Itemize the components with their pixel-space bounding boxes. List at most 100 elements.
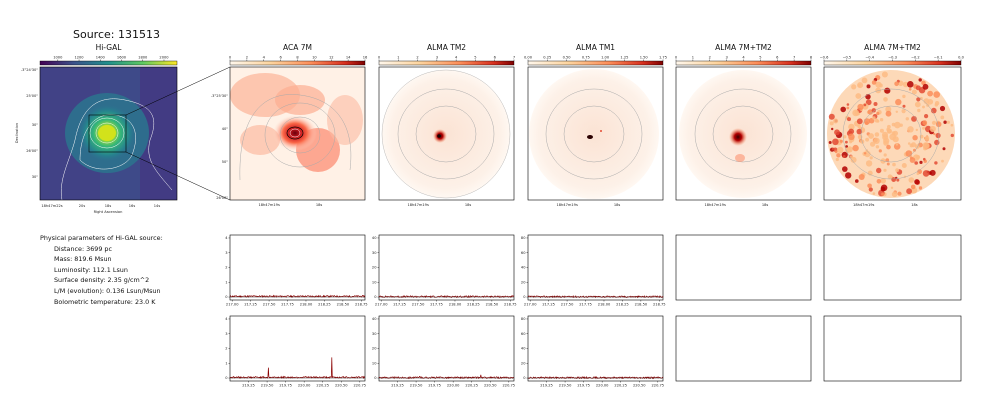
tm2-image (378, 66, 515, 201)
residual-noise-blob (852, 109, 860, 117)
spectrum-xtick-label: 220.50 (484, 384, 497, 388)
residual-noise-blob (879, 118, 884, 122)
spectrum-ytick-label: 0 (523, 295, 526, 299)
spectrum-xtick-label: 217.75 (430, 303, 443, 307)
residual-noise-blob (848, 128, 855, 135)
residual-noise-blob (893, 143, 901, 150)
higal-xtick-label: 16s (129, 204, 136, 208)
empty-spectrum-panel (675, 234, 812, 301)
residual-noise-blob (887, 124, 891, 129)
spectrum-xtick-label: 218.50 (337, 303, 350, 307)
colorbar-tick-label: 1.75 (659, 56, 667, 60)
residual-noise-blob (839, 139, 843, 143)
zoom-box (88, 114, 127, 153)
spectrum-xtick-label: 220.25 (465, 384, 478, 388)
residual-noise-blob (905, 117, 909, 121)
residual-noise-blob (868, 187, 873, 192)
residual-noise-blob (922, 142, 930, 150)
spectrum-ytick-label: 4 (225, 236, 228, 240)
residual-noise-blob (885, 110, 892, 117)
residual-noise-blob (895, 143, 899, 146)
spectrum-ytick-label: 40 (372, 317, 377, 321)
spectrum-ytick-label: 20 (372, 347, 377, 351)
residual-noise-blob (931, 107, 937, 114)
7m-tm2-image (675, 66, 812, 201)
residual-noise-blob (902, 94, 906, 99)
colorbar-tick-label: 5 (474, 56, 476, 60)
params-header: Physical parameters of Hi-GAL source: (40, 234, 163, 242)
residual-noise-blob (843, 135, 847, 139)
panel-title-7m-tm2: ALMA 7M+TM2 (715, 43, 772, 52)
spectrum-ytick-label: 0 (374, 295, 377, 299)
spectrum-xtick-label: 218.25 (616, 303, 629, 307)
residual-noise-blob (902, 81, 909, 88)
residual-noise-blob (836, 153, 841, 158)
residual-noise-blob (883, 168, 887, 172)
spectrum-xtick-label: 220.00 (596, 384, 609, 388)
higal-image (39, 66, 178, 201)
spectrum-xtick-label: 217.00 (375, 303, 388, 307)
xtick-label: 18s (465, 203, 472, 207)
spectrum-ytick-label: 0 (374, 376, 377, 380)
spectrum-xtick-label: 219.25 (242, 384, 255, 388)
spectrum-xtick-label: 217.75 (281, 303, 294, 307)
higal-xlabel: Right Ascension (94, 210, 123, 214)
residual-noise-blob (873, 137, 880, 144)
spectrum-xtick-label: 217.00 (226, 303, 239, 307)
spectrum-xtick-label: 217.50 (263, 303, 276, 307)
residual-noise-blob (892, 136, 899, 143)
colorbar-tick-label: −0.3 (888, 56, 897, 60)
residual-noise-blob (922, 120, 928, 126)
residual-noise-blob (874, 132, 880, 137)
residual-noise-blob (848, 133, 855, 141)
residual-noise-blob (867, 183, 872, 189)
spectrum-xtick-label: 220.75 (503, 384, 516, 388)
spectrum-frame (527, 315, 664, 382)
aca-ytick-label: 26'00" (216, 196, 228, 200)
spectrum-line (528, 375, 664, 380)
colorbar-tick-label: 8 (810, 56, 813, 60)
spectrum-xtick-label: 219.50 (410, 384, 423, 388)
colorbar-tick-label: 10 (312, 56, 317, 60)
residual-noise-blob (845, 172, 852, 179)
colorbar-tick-label: 5 (759, 56, 761, 60)
colorbar-tick-label: 1 (397, 56, 399, 60)
image-panels: 1000 1200 1400 1600 1800 2000 0 2 4 6 8 10 12 14 16 (15, 56, 965, 215)
colorbar-tick-label: −0.2 (911, 56, 920, 60)
residual-noise-blob (874, 118, 879, 123)
spectrum-xtick-label: 217.50 (561, 303, 574, 307)
spectrum-xtick-label: 218.00 (300, 303, 313, 307)
spectrum-ytick-label: 80 (521, 236, 526, 240)
spectrum-ytick-label: 40 (521, 347, 526, 351)
spectrum-line (229, 294, 366, 298)
residual-noise-blob (828, 113, 835, 120)
zoom-line-bottom (125, 151, 231, 201)
panel-title-higal: Hi-GAL (95, 43, 122, 52)
residual-noise-blob (872, 192, 876, 195)
spectrum-xtick-label: 220.00 (447, 384, 460, 388)
higal-xtick-label: 18h47m22s (41, 204, 62, 208)
residual-noise-blob (885, 106, 892, 113)
residual-noise-blob (863, 118, 871, 125)
7m-tm2-residual-image (823, 66, 962, 201)
colorbar-tick-label: −0.6 (820, 56, 829, 60)
spectrum-xtick-label: 220.50 (335, 384, 348, 388)
residual-noise-blob (901, 109, 906, 114)
residual-noise-blob (922, 126, 926, 130)
spectrum-xtick-label: 218.50 (635, 303, 648, 307)
residual-noise-blob (917, 108, 921, 113)
residual-noise-blob (855, 179, 859, 183)
xtick-label: 18h47m19s (258, 203, 279, 207)
residual-noise-blob (946, 120, 951, 124)
residual-noise-blob (880, 186, 886, 192)
panel-title-tm1: ALMA TM1 (575, 43, 616, 52)
physical-parameters: Physical parameters of Hi-GAL source: Di… (40, 233, 163, 307)
xtick-label: 18h47m19s (556, 203, 577, 207)
colorbar-tick-label: −0.4 (865, 56, 874, 60)
aca-ytick-label: 50" (222, 160, 229, 164)
colorbar-tm1 (527, 60, 664, 66)
residual-noise-blob (913, 148, 916, 152)
residual-noise-blob (846, 103, 850, 106)
spectrum-ytick-label: 1 (225, 361, 227, 365)
spectrum-xtick-label: 218.25 (318, 303, 331, 307)
